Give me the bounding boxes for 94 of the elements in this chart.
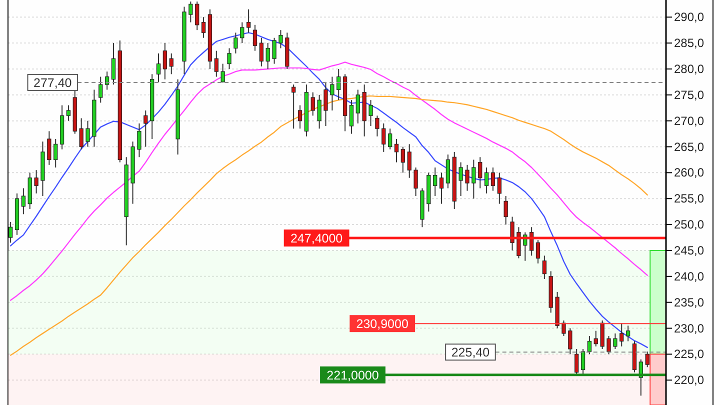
candlestick <box>587 336 592 355</box>
candlestick <box>298 104 302 130</box>
candlestick <box>542 255 547 280</box>
candlestick <box>400 146 405 174</box>
candlestick <box>484 166 489 194</box>
candlestick <box>169 52 174 75</box>
y-tick-label: 285,0 <box>674 36 704 50</box>
y-tick-label: 290,0 <box>674 10 704 24</box>
y-tick-label: 220,0 <box>674 373 704 388</box>
candlestick <box>439 172 444 204</box>
candlestick <box>414 166 418 197</box>
candlestick <box>292 84 296 130</box>
y-tick-label: 270,0 <box>674 114 704 128</box>
y-tick-label: 245,0 <box>674 243 704 258</box>
candlestick <box>201 16 206 38</box>
candlestick <box>252 24 258 52</box>
candlestick <box>21 188 26 215</box>
ref-line-label: 225,40 <box>451 346 490 360</box>
candlestick <box>34 170 38 194</box>
candlestick <box>86 120 90 148</box>
y-tick-label: 250,0 <box>674 218 704 232</box>
y-tick-label: 235,0 <box>674 295 704 310</box>
candlestick <box>246 8 251 34</box>
candlestick <box>510 216 514 251</box>
candlestick <box>504 196 508 226</box>
candlestick <box>144 110 148 148</box>
candlestick <box>195 1 200 31</box>
ref-line-label: 221,0000 <box>326 368 379 382</box>
candlestick <box>162 42 168 80</box>
candlestick <box>478 156 482 189</box>
candlestick <box>79 118 84 150</box>
y-tick-label: 280,0 <box>674 62 704 76</box>
candlestick <box>368 100 373 127</box>
candlestick <box>458 162 463 197</box>
ref-line-label: 247,4000 <box>290 232 343 246</box>
candlestick <box>407 144 412 178</box>
candlestick <box>227 48 232 70</box>
y-tick-label: 265,0 <box>674 140 704 154</box>
candlestick <box>220 63 225 83</box>
candlestick <box>66 104 71 122</box>
candlestick <box>188 1 193 23</box>
y-tick-label: 230,0 <box>674 321 704 336</box>
candlestick <box>330 76 334 111</box>
candlestick <box>349 100 354 134</box>
candlestick <box>310 92 315 116</box>
candlestick <box>568 328 572 355</box>
candlestick <box>465 164 470 192</box>
candlestick <box>8 221 13 244</box>
candlestick <box>259 37 264 67</box>
candlestick <box>600 320 604 350</box>
candlestick <box>240 22 244 44</box>
candlestick <box>536 240 540 264</box>
candlestick <box>98 76 103 104</box>
y-tick-label: 260,0 <box>674 166 704 180</box>
y-tick-label: 275,0 <box>674 88 704 102</box>
candlestick <box>375 115 380 137</box>
candlestick <box>54 138 58 168</box>
candlestick <box>580 348 586 376</box>
candlestick <box>388 128 392 150</box>
candlestick <box>356 89 360 124</box>
candlestick <box>266 42 270 70</box>
candlestick <box>606 336 611 355</box>
y-tick-label: 240,0 <box>674 269 704 284</box>
candlestick <box>645 351 650 368</box>
candlestick <box>317 94 322 130</box>
candlestick <box>497 172 502 204</box>
candlestick <box>594 330 598 347</box>
candlestick <box>137 122 142 158</box>
candlestick <box>336 68 341 101</box>
candlestick <box>234 32 238 54</box>
candlestick <box>47 130 52 166</box>
candlestick <box>516 226 521 259</box>
candlestick <box>574 348 579 376</box>
candlestick <box>214 50 218 78</box>
candlestick <box>620 322 624 347</box>
candlestick <box>490 166 496 192</box>
candlestick <box>394 138 399 163</box>
candlestick <box>278 30 283 49</box>
y-tick-label: 255,0 <box>674 192 704 206</box>
candlestick <box>156 52 161 82</box>
line-series <box>10 62 648 301</box>
ref-line-label: 230,9000 <box>356 317 408 332</box>
candlestick <box>472 159 476 200</box>
candlestick <box>562 320 566 337</box>
candlestick <box>324 81 328 127</box>
candlestick <box>626 325 630 342</box>
candlestick <box>446 154 450 189</box>
ref-line-label: 277,40 <box>34 76 72 90</box>
candlestick <box>382 122 386 152</box>
candlestick <box>613 332 618 350</box>
y-tick-label: 225,0 <box>674 347 704 362</box>
candlestick <box>111 42 116 86</box>
candlestick <box>433 166 438 197</box>
candlestick <box>272 37 276 64</box>
